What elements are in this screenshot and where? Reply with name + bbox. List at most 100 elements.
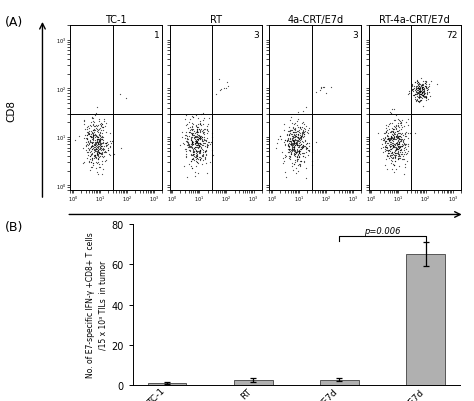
Point [92, 140, 100, 146]
Point [395, 134, 403, 140]
Point [189, 156, 196, 163]
Point [413, 90, 421, 96]
Point [183, 133, 191, 140]
Point [388, 149, 396, 156]
Point [198, 144, 205, 150]
Point [418, 84, 426, 91]
Point [390, 162, 398, 169]
Point [204, 122, 211, 128]
Point [395, 141, 403, 148]
Point [99, 155, 106, 161]
Point [91, 154, 99, 161]
Point [289, 145, 296, 152]
Point [196, 121, 203, 128]
Point [290, 126, 298, 133]
Point [189, 140, 197, 146]
Point [191, 144, 199, 150]
Point [383, 143, 390, 149]
Point [419, 87, 427, 93]
Point [97, 147, 105, 154]
Point [294, 149, 302, 155]
Point [391, 154, 399, 161]
Point [421, 83, 429, 90]
Point [98, 158, 106, 164]
Point [191, 134, 199, 141]
Point [96, 140, 104, 146]
Point [198, 154, 206, 160]
Point [94, 156, 102, 162]
Point [290, 147, 297, 153]
Point [190, 141, 197, 148]
Point [386, 141, 393, 148]
Point [388, 166, 396, 172]
Point [396, 134, 403, 140]
Point [297, 147, 304, 153]
Point [409, 87, 416, 93]
Point [416, 93, 424, 100]
Point [284, 150, 292, 156]
Point [195, 136, 203, 142]
Point [188, 135, 195, 141]
Point [293, 146, 301, 153]
Point [196, 120, 204, 127]
Point [194, 146, 202, 152]
Point [90, 152, 98, 158]
Point [291, 137, 298, 144]
Point [81, 126, 89, 133]
Point [396, 134, 404, 140]
Point [413, 79, 421, 85]
Point [281, 152, 289, 158]
Point [181, 146, 189, 153]
Point [388, 146, 395, 152]
Point [299, 154, 307, 160]
Point [422, 79, 430, 86]
Point [93, 147, 100, 153]
Point [188, 156, 196, 163]
Point [294, 138, 302, 144]
Point [196, 143, 203, 150]
Point [415, 84, 422, 90]
Point [381, 146, 389, 153]
Point [290, 140, 298, 146]
Point [94, 134, 101, 141]
Point [290, 122, 298, 128]
Point [289, 148, 296, 154]
Point [185, 148, 192, 154]
Point [202, 149, 210, 155]
Point [96, 137, 104, 144]
Point [421, 83, 428, 90]
Point [305, 126, 312, 132]
Point [415, 94, 422, 101]
Point [295, 150, 303, 156]
Point [404, 141, 411, 148]
Point [410, 92, 418, 99]
Point [386, 153, 393, 160]
Point [283, 132, 291, 138]
Point [184, 143, 191, 149]
Point [89, 137, 96, 144]
Text: (A): (A) [5, 16, 23, 29]
Point [312, 90, 320, 96]
Point [195, 132, 203, 138]
Point [418, 93, 425, 99]
Point [193, 137, 201, 143]
Point [301, 126, 308, 132]
Point [389, 142, 397, 149]
Point [87, 143, 95, 150]
Point [397, 126, 404, 133]
Point [298, 133, 305, 140]
Point [393, 135, 401, 142]
Point [100, 166, 107, 172]
Point [426, 93, 434, 99]
Point [288, 120, 296, 126]
Point [388, 121, 396, 128]
Point [200, 134, 207, 141]
Point [182, 148, 190, 155]
Point [295, 149, 303, 155]
Point [100, 154, 108, 160]
Point [222, 86, 229, 92]
Point [387, 110, 394, 117]
Point [396, 156, 404, 162]
Point [302, 147, 310, 153]
Point [423, 86, 430, 92]
